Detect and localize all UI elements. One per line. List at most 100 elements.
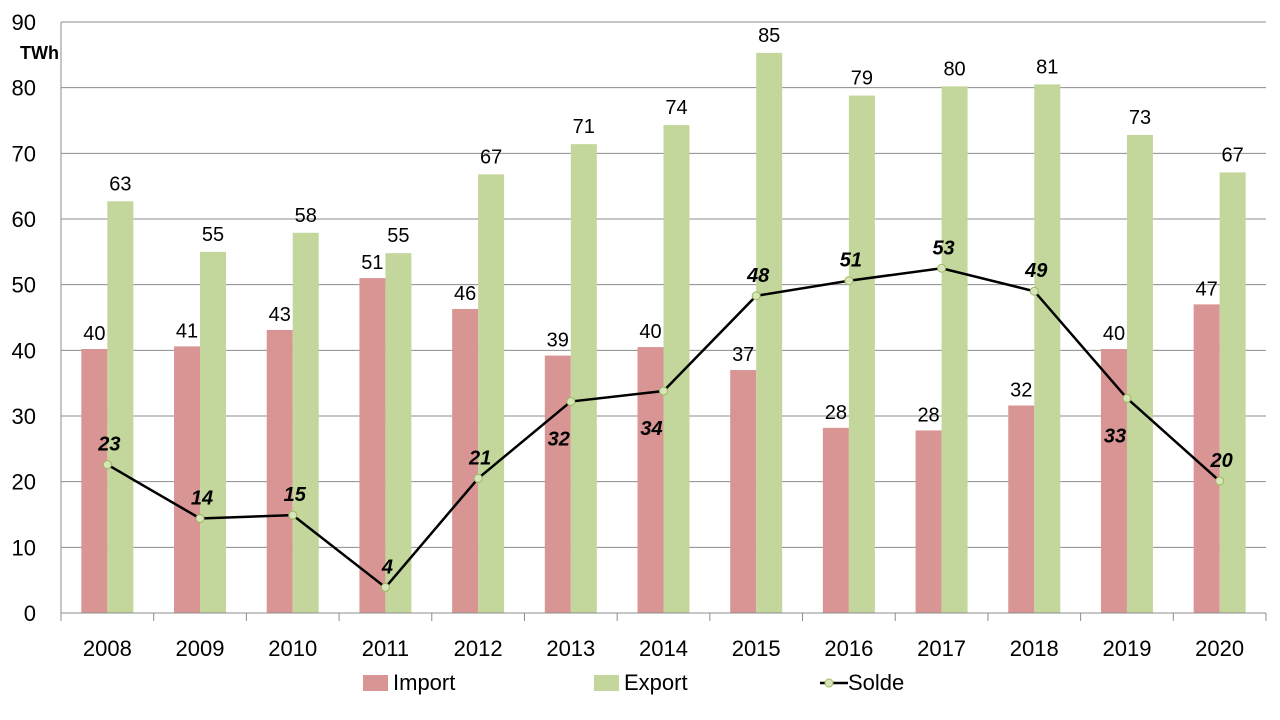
export-bar-2008 [107, 201, 134, 613]
import-label-2008: 40 [83, 323, 105, 345]
x-axis: 2008 2009 2010 2011 2012 2013 2014 2015 2016 2017… [60, 612, 1267, 661]
y-tick-label-80: 80 [12, 76, 36, 101]
import-label-2014: 40 [639, 321, 661, 343]
import-bar-2009 [174, 346, 201, 613]
import-label-2012: 46 [454, 283, 476, 305]
import-bar-2015 [730, 370, 757, 613]
import-label-2017: 28 [917, 404, 939, 426]
export-bar-2016 [848, 95, 875, 613]
legend-label-solde: Solde [848, 670, 904, 695]
import-bar-2013 [544, 355, 571, 613]
export-bar-2012 [478, 174, 505, 613]
import-label-2011: 51 [361, 252, 383, 274]
export-label-2016: 79 [851, 68, 873, 90]
export-label-2010: 58 [295, 205, 317, 227]
export-label-2008: 63 [109, 173, 131, 195]
import-bar-2018 [1008, 405, 1035, 613]
solde-label-2013: 32 [548, 429, 570, 451]
solde-marker-2020 [1215, 476, 1225, 486]
legend-label-import: Import [393, 670, 455, 695]
y-axis-unit-label: TWh [20, 43, 59, 63]
solde-label-2010: 15 [284, 484, 307, 506]
y-tick-label-40: 40 [12, 338, 36, 363]
x-tick-label-2016: 2016 [824, 636, 873, 661]
legend-marker-solde [824, 678, 834, 688]
solde-label-2011: 4 [381, 556, 393, 578]
y-axis-ticks: 0 10 20 30 40 50 60 70 80 90 [12, 10, 36, 626]
y-tick-label-70: 70 [12, 141, 36, 166]
x-tick-label-2019: 2019 [1102, 636, 1151, 661]
export-bar-2011 [385, 253, 412, 613]
x-tick-label-2020: 2020 [1195, 636, 1244, 661]
solde-label-2017: 53 [932, 237, 954, 259]
export-label-2020: 67 [1222, 144, 1244, 166]
x-tick-label-2018: 2018 [1010, 636, 1059, 661]
solde-label-2015: 48 [746, 265, 770, 287]
export-label-2013: 71 [573, 116, 595, 138]
export-label-2015: 85 [758, 25, 780, 47]
solde-marker-2011 [380, 582, 390, 592]
legend-swatch-export [594, 675, 619, 691]
solde-label-2020: 20 [1210, 450, 1233, 472]
x-tick-label-2012: 2012 [454, 636, 503, 661]
legend-swatch-import [363, 675, 388, 691]
solde-marker-2017 [937, 263, 947, 273]
solde-marker-2012 [473, 473, 483, 483]
import-label-2016: 28 [825, 402, 847, 424]
import-bar-2011 [359, 278, 386, 613]
solde-marker-2013 [566, 397, 576, 407]
import-label-2020: 47 [1196, 278, 1218, 300]
solde-marker-2008 [102, 460, 112, 470]
x-tick-label-2014: 2014 [639, 636, 688, 661]
y-tick-label-10: 10 [12, 535, 36, 560]
x-tick-label-2013: 2013 [546, 636, 595, 661]
x-tick-label-2015: 2015 [732, 636, 781, 661]
export-label-2011: 55 [387, 225, 409, 247]
export-bar-2015 [756, 52, 783, 613]
bars [81, 52, 1246, 614]
export-bar-2017 [941, 86, 968, 613]
import-label-2010: 43 [269, 304, 291, 326]
export-bar-2013 [570, 144, 597, 613]
solde-marker-2019 [1122, 393, 1132, 403]
x-tick-label-2009: 2009 [176, 636, 225, 661]
export-label-2009: 55 [202, 224, 224, 246]
import-bar-2012 [452, 308, 479, 613]
solde-label-2009: 14 [191, 487, 213, 509]
export-bar-2009 [200, 251, 227, 614]
solde-label-2008: 23 [97, 434, 120, 456]
solde-label-2016: 51 [840, 250, 862, 272]
import-bar-2017 [915, 430, 942, 613]
solde-label-2012: 21 [468, 447, 491, 469]
import-label-2019: 40 [1103, 323, 1125, 345]
import-label-2009: 41 [176, 320, 198, 342]
solde-line [102, 263, 1225, 592]
solde-marker-2014 [659, 386, 668, 396]
export-bar-2018 [1034, 84, 1061, 614]
legend: Import Export Solde [363, 670, 904, 695]
solde-marker-2016 [844, 276, 854, 286]
data-labels: 4063415543585155466739714074378528792880… [83, 25, 1244, 579]
export-bar-2020 [1219, 172, 1246, 614]
import-label-2013: 39 [547, 330, 569, 352]
solde-marker-2018 [1029, 286, 1039, 296]
export-label-2014: 74 [665, 97, 687, 119]
y-tick-label-20: 20 [12, 470, 36, 495]
y-tick-label-60: 60 [12, 207, 36, 232]
import-bar-2019 [1100, 349, 1127, 613]
import-label-2015: 37 [732, 344, 754, 366]
export-bar-2019 [1126, 134, 1153, 614]
import-bar-2010 [266, 329, 293, 613]
y-tick-label-50: 50 [12, 273, 36, 298]
import-bar-2008 [81, 349, 108, 613]
solde-label-2019: 33 [1104, 425, 1126, 447]
export-label-2018: 81 [1036, 56, 1058, 78]
export-label-2017: 80 [943, 58, 965, 80]
import-label-2018: 32 [1010, 379, 1032, 401]
import-bar-2020 [1193, 304, 1220, 613]
x-tick-label-2010: 2010 [268, 636, 317, 661]
x-tick-label-2017: 2017 [917, 636, 966, 661]
solde-marker-2010 [288, 510, 298, 520]
y-tick-label-30: 30 [12, 404, 36, 429]
